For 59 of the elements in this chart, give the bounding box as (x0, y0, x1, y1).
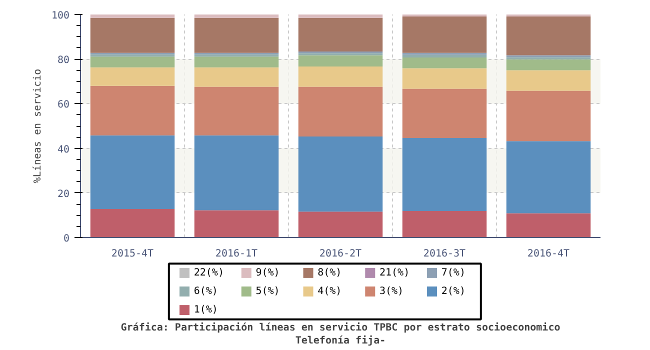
text: Telefonía fija- (295, 334, 386, 346)
bar (298, 18, 383, 52)
bar (90, 67, 175, 86)
bar (402, 58, 487, 68)
legend-label: 21(%) (380, 267, 410, 278)
y-tick-label: 20 (57, 188, 70, 200)
legend-label: 6(%) (194, 286, 218, 297)
bar (194, 86, 279, 136)
legend-label: 1(%) (194, 304, 218, 316)
bar (194, 14, 279, 18)
x-tick-label: 2016-3T (423, 248, 466, 260)
legend-label: 22(%) (194, 267, 224, 278)
bar (90, 14, 175, 18)
y-tick-label: 80 (57, 55, 70, 66)
legend-label: 7(%) (441, 267, 466, 278)
y-tick-label: 0 (63, 234, 70, 244)
bar (298, 14, 383, 18)
x-tick-label: 2016-1T (215, 248, 258, 260)
y-axis-title: %Líneas en servicio (32, 68, 44, 184)
bar (298, 66, 383, 87)
legend-label: 5(%) (256, 286, 280, 297)
bar (506, 16, 591, 56)
y-tick-label: 40 (57, 144, 70, 156)
bar (506, 70, 591, 91)
bar (194, 67, 279, 87)
bar (194, 56, 279, 68)
x-tick-label: 2016-2T (319, 248, 362, 260)
bar (402, 88, 487, 138)
bar (298, 55, 383, 66)
legend-label: 8(%) (318, 267, 342, 278)
text: Gráfica: Participación líneas en servicio TPBC por estrato socioeconomico (120, 322, 560, 334)
bar (506, 90, 591, 142)
x-tick-label: 2015-4T (111, 248, 154, 260)
bar (90, 135, 175, 209)
bar (194, 18, 279, 53)
bar (506, 213, 591, 238)
bar (194, 210, 279, 238)
bar (402, 16, 487, 53)
bar (90, 86, 175, 136)
y-tick-label: 100 (51, 10, 70, 22)
legend-label: 9(%) (256, 267, 280, 278)
bar (90, 18, 175, 53)
bar (298, 136, 383, 212)
bar (298, 86, 383, 136)
bar (194, 135, 279, 210)
bar (402, 68, 487, 89)
legend-label: 2(%) (441, 286, 466, 297)
y-tick-label: 60 (57, 100, 70, 111)
legend-label: 3(%) (380, 286, 404, 297)
bar (402, 138, 487, 211)
x-tick-label: 2016-4T (527, 248, 570, 260)
bar (298, 212, 383, 238)
bar (90, 56, 175, 68)
bar (506, 141, 591, 214)
bar (402, 210, 487, 238)
legend-label: 4(%) (318, 286, 342, 297)
bar (402, 54, 487, 58)
bar (90, 208, 175, 238)
bar (506, 59, 591, 70)
